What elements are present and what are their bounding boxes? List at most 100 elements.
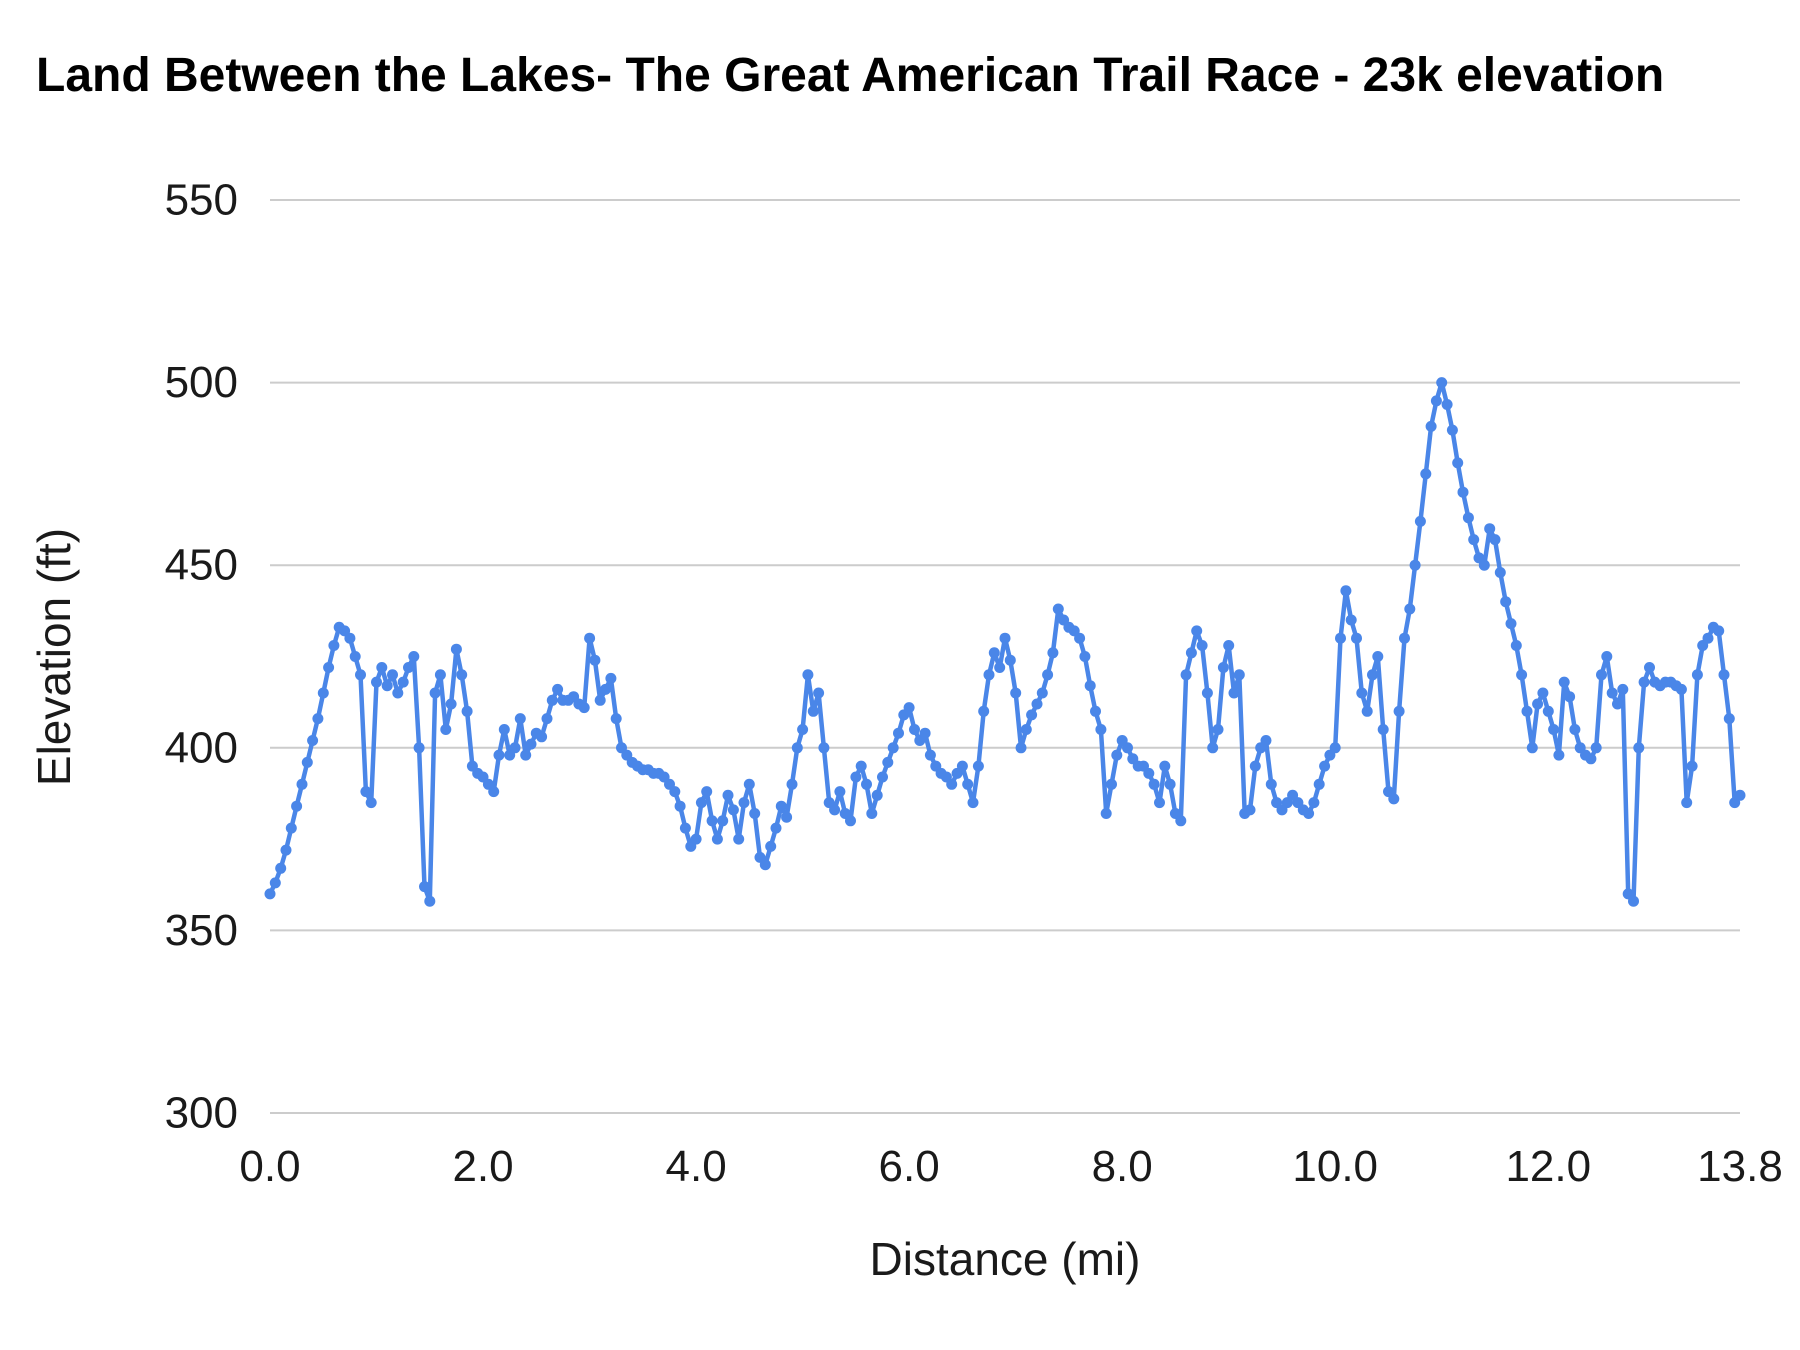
data-point: [376, 662, 388, 673]
x-tick-label: 12.0: [1505, 1142, 1591, 1191]
data-point: [1532, 698, 1544, 710]
data-point: [919, 727, 931, 739]
data-point: [403, 662, 414, 673]
data-point: [360, 786, 372, 798]
y-axis-tick-labels: 300 350 400 450 500 550: [165, 176, 238, 1138]
data-point: [967, 797, 979, 809]
data-point: [1036, 687, 1048, 699]
data-point: [845, 815, 856, 827]
data-point: [1691, 669, 1703, 681]
data-point: [909, 724, 920, 735]
data-point: [743, 778, 755, 790]
data-point: [317, 687, 329, 699]
data-point: [1212, 724, 1224, 735]
data-point: [578, 702, 590, 714]
data-point: [1612, 698, 1623, 710]
data-point: [1462, 512, 1474, 524]
chart-title: Land Between the Lakes- The Great Americ…: [36, 49, 1665, 102]
data-point: [514, 713, 526, 725]
data-point: [1228, 687, 1240, 699]
data-point: [1010, 687, 1022, 699]
y-tick-label: 500: [165, 358, 238, 407]
data-point: [450, 643, 462, 655]
data-point: [520, 749, 532, 761]
data-point: [855, 760, 867, 772]
data-point: [1207, 742, 1219, 754]
data-point: [541, 713, 553, 725]
data-point: [584, 632, 596, 644]
data-point: [972, 760, 984, 772]
data-point: [323, 662, 335, 673]
data-point: [1478, 559, 1490, 571]
data-point: [1106, 778, 1117, 790]
data-point: [509, 742, 521, 754]
data-point: [1399, 632, 1410, 644]
data-point: [717, 815, 729, 827]
data-point: [424, 895, 436, 907]
data-point: [429, 687, 441, 699]
data-point: [706, 815, 718, 827]
data-point: [1100, 808, 1112, 819]
data-point: [1351, 632, 1362, 644]
data-point: [1430, 395, 1442, 407]
data-point: [419, 881, 430, 893]
data-point: [440, 724, 452, 735]
data-point: [1313, 778, 1325, 790]
data-point: [1303, 808, 1315, 819]
data-point: [536, 731, 548, 743]
data-point: [802, 669, 814, 681]
data-point: [525, 738, 537, 750]
data-point: [701, 786, 713, 798]
data-point: [1542, 705, 1554, 717]
data-point: [1052, 603, 1064, 615]
data-point: [434, 669, 446, 681]
data-point: [1335, 632, 1346, 644]
data-point: [461, 705, 473, 717]
data-point: [1617, 683, 1629, 695]
y-tick-label: 350: [165, 906, 238, 955]
data-point: [695, 797, 707, 809]
data-point: [1606, 687, 1618, 699]
data-point: [1329, 742, 1341, 754]
data-point: [1372, 651, 1384, 662]
data-point: [1185, 647, 1197, 659]
data-point: [1548, 724, 1560, 735]
data-point: [594, 694, 606, 706]
x-tick-label: 13.8: [1697, 1142, 1783, 1191]
data-point: [733, 833, 745, 845]
data-point: [1558, 676, 1570, 688]
data-point: [759, 859, 771, 871]
data-point: [610, 713, 622, 725]
data-point: [829, 804, 841, 816]
y-tick-label: 450: [165, 541, 238, 590]
data-point: [1713, 625, 1725, 637]
data-point: [589, 654, 601, 666]
data-point: [1553, 749, 1565, 761]
data-point: [1004, 654, 1016, 666]
data-point: [1441, 399, 1453, 410]
data-point: [1026, 709, 1038, 721]
data-point: [1596, 669, 1607, 681]
data-point: [674, 800, 686, 812]
data-point: [1468, 534, 1480, 546]
data-point: [1308, 797, 1320, 809]
data-point: [1361, 705, 1373, 717]
data-point: [962, 778, 974, 790]
data-point: [1569, 724, 1581, 735]
data-point: [1015, 742, 1027, 754]
data-point: [924, 749, 936, 761]
y-tick-label: 300: [165, 1089, 238, 1138]
x-tick-label: 0.0: [239, 1142, 300, 1191]
data-point: [781, 811, 793, 823]
data-point: [456, 669, 468, 681]
data-point: [1489, 534, 1501, 546]
data-point: [775, 800, 787, 812]
y-tick-label: 400: [165, 723, 238, 772]
data-point: [988, 647, 1000, 659]
data-point: [786, 778, 798, 790]
data-point: [1175, 815, 1187, 827]
x-tick-label: 6.0: [879, 1142, 940, 1191]
data-point: [1143, 767, 1155, 779]
data-point: [871, 789, 883, 801]
data-point: [1319, 760, 1331, 772]
